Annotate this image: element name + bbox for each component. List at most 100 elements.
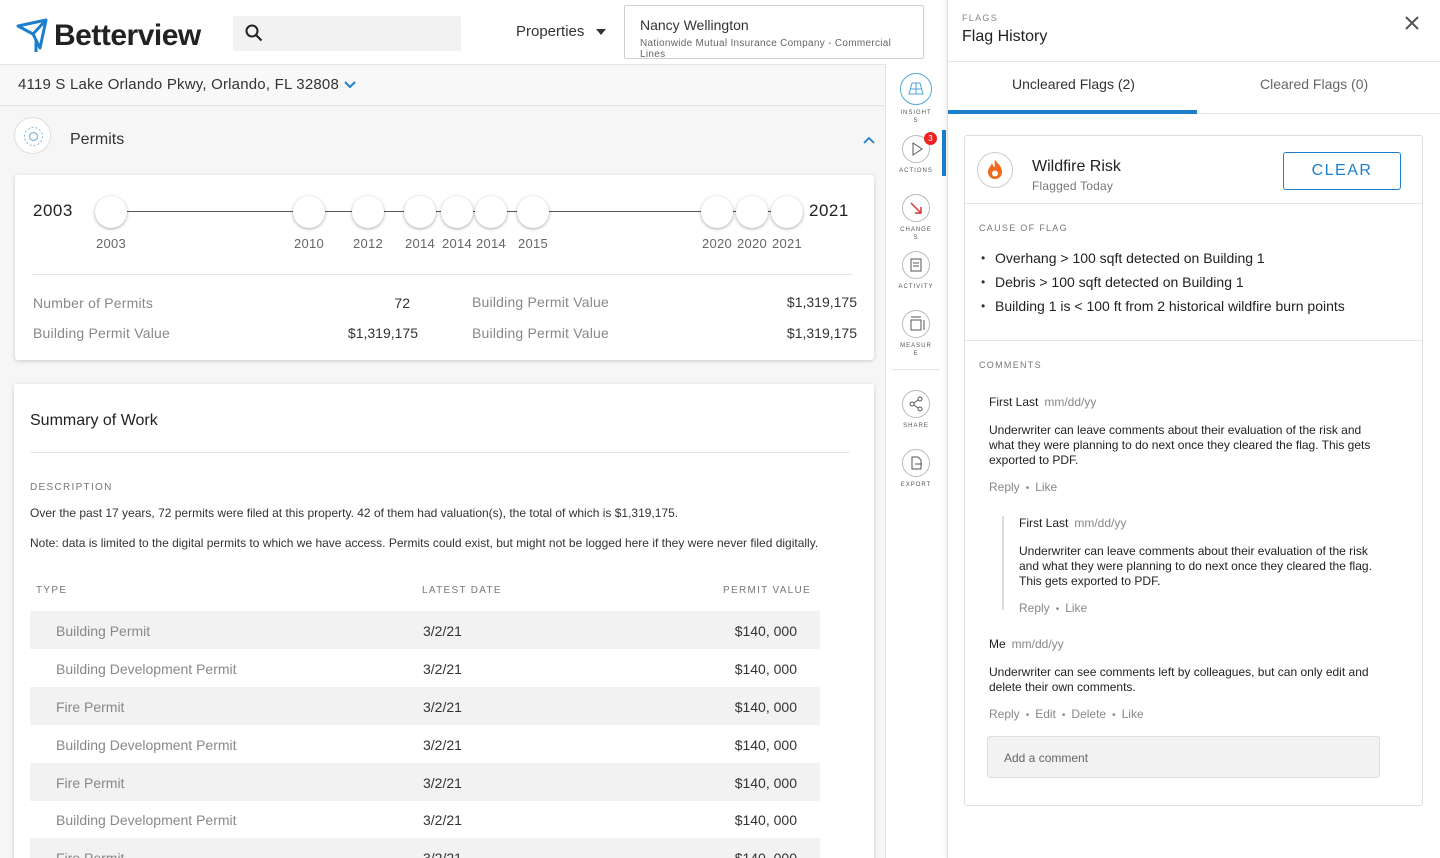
comment-date: mm/dd/yy (1011, 637, 1064, 651)
tool-share[interactable]: SHARE (886, 390, 946, 430)
reply-link[interactable]: Reply (989, 707, 1020, 721)
tool-label: EXPORT (900, 482, 932, 488)
timeline-point[interactable] (517, 196, 549, 228)
arrow-down-right-icon (902, 194, 930, 222)
comment-author: First Last (1019, 516, 1069, 530)
betterview-logo[interactable]: Betterview (16, 18, 201, 54)
timeline-point[interactable] (475, 196, 507, 228)
insights-icon (900, 73, 932, 105)
tool-measure[interactable]: MEASURE (886, 310, 946, 358)
permits-section-header[interactable]: Permits (0, 107, 885, 169)
column-header-value[interactable]: PERMIT VALUE (723, 585, 812, 596)
comment-reply: First Last mm/dd/yy Underwriter can leave… (1019, 514, 1379, 615)
like-link[interactable]: Like (1121, 707, 1144, 721)
edit-link[interactable]: Edit (1035, 707, 1056, 721)
timeline-label: 2012 (352, 236, 384, 251)
permit-date: 3/2/21 (423, 623, 462, 639)
list-icon (902, 251, 930, 279)
panel-title: Flag History (962, 28, 1048, 45)
table-row[interactable]: Building Development Permit 3/2/21 $140,… (30, 725, 820, 763)
like-link[interactable]: Like (1065, 601, 1088, 615)
timeline-point[interactable] (441, 196, 473, 228)
timeline-point[interactable] (771, 196, 803, 228)
column-header-date[interactable]: LATEST DATE (422, 585, 502, 596)
chevron-down-icon[interactable] (342, 77, 358, 93)
comment-author: First Last (989, 395, 1039, 409)
permit-type: Building Development Permit (56, 812, 237, 828)
tool-actions[interactable]: 3 ACTIONS (886, 132, 946, 175)
reply-link[interactable]: Reply (989, 480, 1020, 494)
tool-changes[interactable]: CHANGES (886, 194, 946, 242)
fire-icon (977, 152, 1013, 188)
timeline-point[interactable] (293, 196, 325, 228)
cause-item: Building 1 is < 100 ft from 2 historical… (979, 294, 1345, 318)
tool-insights[interactable]: INSIGHTS (886, 73, 946, 125)
table-row[interactable]: Fire Permit 3/2/21 $140, 000 (30, 687, 820, 725)
permit-date: 3/2/21 (423, 737, 462, 753)
permit-value: $140, 000 (734, 812, 797, 828)
stat-label: Building Permit Value (472, 294, 610, 310)
table-row[interactable]: Building Development Permit 3/2/21 $140,… (30, 800, 820, 838)
measure-icon (902, 310, 930, 338)
cause-list: Overhang > 100 sqft detected on Building… (979, 246, 1345, 318)
comment-actions: Reply • Like (1019, 601, 1088, 615)
tab-cleared-flags[interactable]: Cleared Flags (0) (1260, 76, 1369, 92)
add-comment-input[interactable]: Add a comment (987, 736, 1380, 778)
close-icon[interactable] (1404, 15, 1420, 31)
timeline-label: 2015 (517, 236, 549, 251)
timeline-point[interactable] (701, 196, 733, 228)
search-icon (245, 24, 263, 42)
permit-date: 3/2/21 (423, 850, 462, 858)
permits-timeline-card: 2003 2021 2003 2010 2012 2014 2014 2014 … (15, 175, 874, 360)
stat-value: $1,319,175 (786, 325, 857, 341)
properties-dropdown[interactable]: Properties (516, 23, 607, 40)
divider (32, 274, 852, 275)
reply-link[interactable]: Reply (1019, 601, 1050, 615)
clear-flag-button[interactable]: CLEAR (1283, 152, 1401, 190)
address-bar: 4119 S Lake Orlando Pkwy, Orlando, FL 32… (0, 64, 885, 106)
account-selector[interactable]: Nancy Wellington Nationwide Mutual Insur… (624, 5, 924, 59)
table-row[interactable]: Building Permit 3/2/21 $140, 000 (30, 611, 820, 649)
stat-value: $1,319,175 (786, 294, 857, 310)
stat-value: $1,319,175 (347, 325, 418, 341)
divider (30, 452, 850, 453)
table-row[interactable]: Fire Permit 3/2/21 $140, 000 (30, 763, 820, 801)
description-note: Note: data is limited to the digital per… (30, 536, 819, 550)
permit-value: $140, 000 (734, 775, 797, 791)
flag-date: Flagged Today (1032, 179, 1114, 193)
timeline-point[interactable] (95, 196, 127, 228)
stat-label: Number of Permits (33, 295, 154, 311)
timeline-point[interactable] (736, 196, 768, 228)
tool-export[interactable]: EXPORT (886, 449, 946, 489)
divider (892, 369, 940, 370)
reply-thread-bar (1002, 516, 1004, 610)
timeline-point[interactable] (404, 196, 436, 228)
active-tab-indicator (948, 110, 1197, 114)
column-header-type[interactable]: TYPE (36, 585, 68, 596)
permit-date: 3/2/21 (423, 812, 462, 828)
comment-author: Me (989, 637, 1006, 651)
logo-mark-icon (16, 18, 52, 54)
timeline-point[interactable] (352, 196, 384, 228)
timeline-end-year: 2021 (809, 201, 849, 220)
tool-label: INSIGHTS (900, 110, 932, 124)
permit-type: Fire Permit (56, 699, 125, 715)
tool-activity[interactable]: ACTIVITY (886, 251, 946, 291)
search-input[interactable] (233, 16, 461, 51)
tab-uncleared-flags[interactable]: Uncleared Flags (2) (1012, 76, 1135, 92)
delete-link[interactable]: Delete (1071, 707, 1107, 721)
permits-icon (14, 117, 51, 154)
comment-actions: Reply • Like (989, 480, 1058, 494)
permit-value: $140, 000 (734, 623, 797, 639)
share-icon (902, 390, 930, 418)
chevron-up-icon[interactable] (862, 135, 876, 145)
permit-type: Fire Permit (56, 775, 125, 791)
table-row[interactable]: Building Development Permit 3/2/21 $140,… (30, 649, 820, 687)
comment-body: Underwriter can leave comments about the… (989, 423, 1371, 467)
timeline-label: 2003 (95, 236, 127, 251)
table-row[interactable]: Fire Permit 3/2/21 $140, 000 (30, 838, 820, 858)
export-icon (902, 449, 930, 477)
active-indicator (942, 130, 946, 176)
property-address: 4119 S Lake Orlando Pkwy, Orlando, FL 32… (18, 76, 340, 93)
like-link[interactable]: Like (1035, 480, 1058, 494)
